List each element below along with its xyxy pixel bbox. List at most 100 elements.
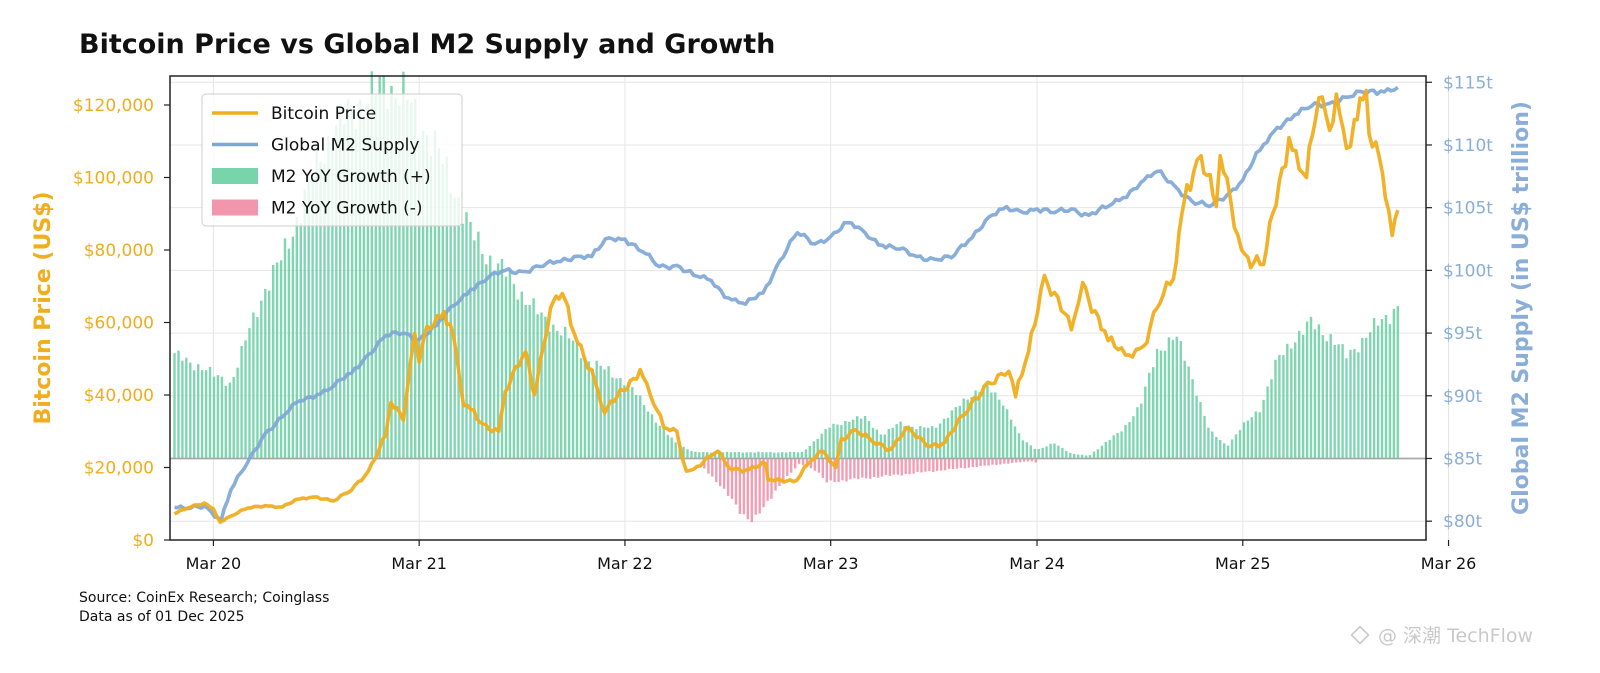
growth-bar-positive xyxy=(670,437,673,459)
growth-bar-positive xyxy=(1290,348,1293,459)
y-axis-left-label: Bitcoin Price (US$) xyxy=(31,191,56,424)
growth-bar-positive xyxy=(595,360,598,459)
growth-bar-positive xyxy=(785,452,788,459)
growth-bar-negative xyxy=(849,458,852,480)
growth-bar-positive xyxy=(986,383,989,459)
growth-bar-positive xyxy=(200,370,204,459)
growth-bar-positive xyxy=(354,128,358,459)
growth-bar-positive xyxy=(1002,405,1005,459)
growth-bar-positive xyxy=(1286,343,1289,459)
growth-bar-positive xyxy=(1155,348,1159,459)
growth-bar-negative xyxy=(833,458,836,483)
growth-bar-positive xyxy=(335,125,338,459)
legend-box xyxy=(201,93,463,227)
growth-bar-positive xyxy=(998,399,1001,459)
growth-bar-positive xyxy=(635,395,638,459)
growth-bar-positive xyxy=(1353,349,1356,459)
x-tick-label: Mar 20 xyxy=(186,554,242,573)
growth-bar-negative xyxy=(880,458,884,477)
growth-bar-negative xyxy=(963,458,967,469)
growth-bar-negative xyxy=(920,458,923,473)
growth-bar-positive xyxy=(1278,354,1281,459)
growth-bar-positive xyxy=(891,427,894,459)
y-right-tick-label: $100t xyxy=(1443,261,1493,281)
growth-bar-positive xyxy=(627,382,630,459)
growth-bar-positive xyxy=(1140,403,1143,459)
watermark-logo-icon xyxy=(1350,625,1370,645)
growth-bar-positive xyxy=(410,102,413,459)
growth-bar-negative xyxy=(1034,458,1038,463)
growth-bar-positive xyxy=(990,392,993,459)
series-lines xyxy=(173,85,1400,524)
growth-bar-positive xyxy=(556,330,559,459)
growth-bar-positive xyxy=(623,385,626,459)
growth-bar-negative xyxy=(742,458,746,515)
growth-bar-negative xyxy=(778,458,781,486)
data-date-note: Data as of 01 Dec 2025 xyxy=(79,609,245,625)
growth-bar-positive xyxy=(694,451,697,459)
growth-bar-negative xyxy=(936,458,939,471)
watermark-text: @ 深潮 TechFlow xyxy=(1378,625,1533,647)
growth-bar-negative xyxy=(786,458,789,477)
growth-bar-positive xyxy=(473,240,476,459)
growth-bar-positive xyxy=(1238,430,1242,459)
growth-bar-positive xyxy=(1388,324,1392,459)
growth-bar-negative xyxy=(995,458,998,465)
growth-bar-positive xyxy=(362,115,366,459)
growth-bar-positive xyxy=(500,259,504,459)
growth-bar-negative xyxy=(734,458,738,505)
growth-bar-negative xyxy=(723,458,726,489)
growth-bar-positive xyxy=(1124,425,1127,459)
growth-bar-positive xyxy=(331,150,334,459)
growth-bar-negative xyxy=(1011,458,1014,463)
y-right-tick-label: $105t xyxy=(1443,199,1493,219)
growth-bar-positive xyxy=(757,451,760,459)
growth-bar-positive xyxy=(1017,433,1021,459)
growth-bar-positive xyxy=(950,410,954,459)
growth-bar-positive xyxy=(1361,337,1364,459)
growth-bar-negative xyxy=(955,458,959,469)
growth-bar-positive xyxy=(1329,334,1332,459)
growth-bar-positive xyxy=(197,364,200,459)
growth-bar-negative xyxy=(904,458,907,474)
growth-bar-positive xyxy=(252,312,255,459)
growth-bar-positive xyxy=(702,452,705,459)
growth-bar-positive xyxy=(848,421,851,459)
growth-bar-positive xyxy=(268,290,271,459)
growth-bar-positive xyxy=(1116,432,1119,459)
growth-bar-positive xyxy=(307,175,310,459)
growth-bar-positive xyxy=(1045,446,1048,459)
growth-bar-positive xyxy=(532,298,535,459)
growth-bar-positive xyxy=(733,452,737,459)
growth-bar-negative xyxy=(829,458,832,481)
growth-bar-positive xyxy=(611,377,614,459)
growth-bar-positive xyxy=(583,357,587,459)
growth-bar-positive xyxy=(311,178,314,459)
growth-bar-positive xyxy=(181,360,184,459)
source-note: Source: CoinEx Research; Coinglass xyxy=(79,590,329,606)
growth-bar-positive xyxy=(173,353,176,459)
growth-bar-positive xyxy=(1049,443,1052,459)
growth-bar-positive xyxy=(792,452,796,459)
growth-bar-positive xyxy=(1199,402,1202,459)
growth-bar-positive xyxy=(453,197,456,459)
growth-bar-positive xyxy=(1021,440,1025,459)
growth-bar-positive xyxy=(260,300,263,459)
growth-bar-negative xyxy=(943,458,947,471)
growth-bar-positive xyxy=(1384,315,1388,459)
axis-ticks: Mar 20 Mar 21 Mar 22 Mar 23 Mar 24 Mar 25 Mar … xyxy=(73,73,1493,573)
growth-bar-negative xyxy=(861,458,864,478)
growth-bar-positive xyxy=(607,366,610,459)
growth-bar-negative xyxy=(1015,458,1018,463)
watermark: @ 深潮 TechFlow xyxy=(1350,625,1533,647)
growth-bar-positive xyxy=(457,197,460,459)
growth-bar-positive xyxy=(812,441,815,459)
growth-bar-positive xyxy=(386,108,389,459)
growth-bar-positive xyxy=(193,370,196,459)
growth-bar-positive xyxy=(1282,355,1285,459)
growth-bar-negative xyxy=(774,458,777,491)
growth-bar-negative xyxy=(790,458,793,473)
growth-bar-positive xyxy=(753,452,756,459)
growth-bar-negative xyxy=(711,458,714,477)
growth-bar-positive xyxy=(919,426,922,459)
